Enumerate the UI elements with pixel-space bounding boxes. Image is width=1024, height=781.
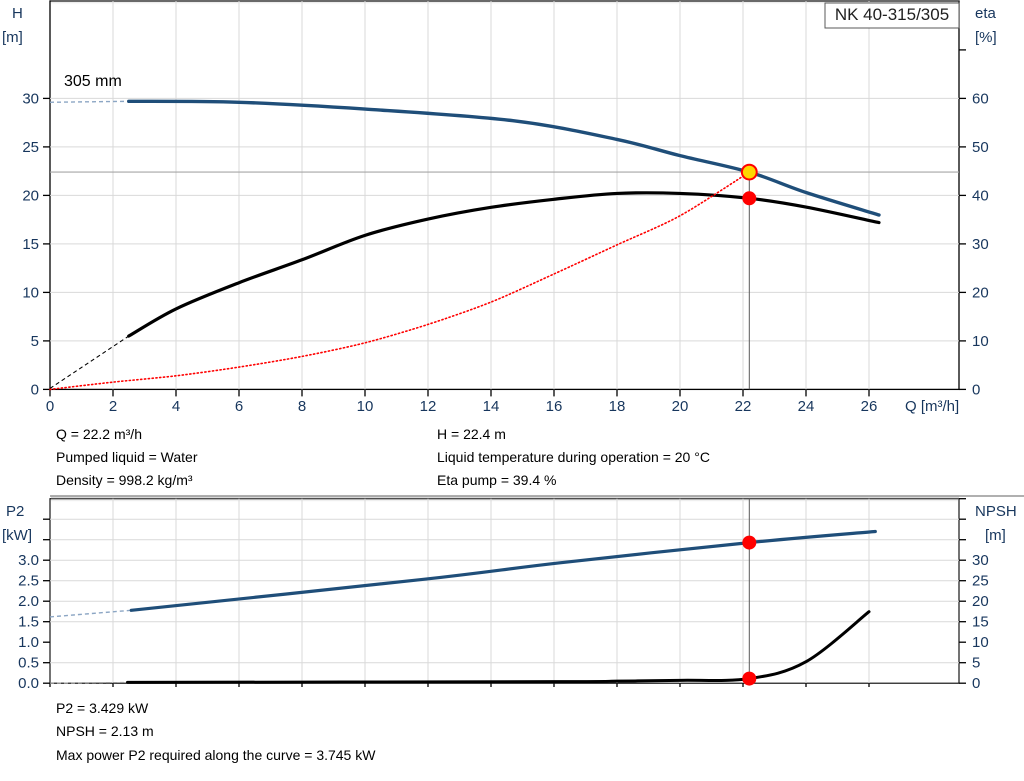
svg-text:30: 30	[972, 236, 989, 253]
svg-text:2.5: 2.5	[18, 573, 39, 590]
svg-text:1.0: 1.0	[18, 634, 39, 651]
svg-text:20: 20	[672, 398, 689, 415]
svg-text:20: 20	[972, 284, 989, 301]
svg-text:10: 10	[972, 333, 989, 350]
svg-text:Q = 22.2 m³/h: Q = 22.2 m³/h	[56, 426, 142, 442]
svg-text:30: 30	[22, 90, 39, 107]
svg-text:4: 4	[172, 398, 180, 415]
svg-text:[m]: [m]	[2, 29, 23, 46]
svg-text:25: 25	[22, 139, 39, 156]
svg-text:5: 5	[972, 655, 980, 672]
svg-text:H = 22.4 m: H = 22.4 m	[437, 426, 506, 442]
svg-text:NPSH: NPSH	[975, 503, 1017, 520]
svg-text:20: 20	[972, 593, 989, 610]
svg-text:10: 10	[972, 634, 989, 651]
svg-text:[%]: [%]	[975, 29, 997, 46]
svg-text:24: 24	[798, 398, 815, 415]
svg-text:Density = 998.2 kg/m³: Density = 998.2 kg/m³	[56, 472, 193, 488]
svg-text:40: 40	[972, 187, 989, 204]
svg-text:0: 0	[972, 381, 980, 398]
svg-text:14: 14	[483, 398, 500, 415]
svg-text:Pumped liquid = Water: Pumped liquid = Water	[56, 449, 198, 465]
svg-text:Liquid temperature during oper: Liquid temperature during operation = 20…	[437, 449, 710, 465]
svg-text:18: 18	[609, 398, 626, 415]
svg-text:3.0: 3.0	[18, 552, 39, 569]
svg-text:0.0: 0.0	[18, 675, 39, 692]
svg-text:[m]: [m]	[985, 527, 1006, 544]
svg-text:22: 22	[735, 398, 752, 415]
svg-text:305 mm: 305 mm	[64, 73, 122, 90]
svg-text:P2: P2	[6, 503, 24, 520]
svg-text:0.5: 0.5	[18, 655, 39, 672]
svg-text:20: 20	[22, 187, 39, 204]
svg-text:2.0: 2.0	[18, 593, 39, 610]
svg-text:15: 15	[22, 236, 39, 253]
svg-text:1.5: 1.5	[18, 614, 39, 631]
svg-text:6: 6	[235, 398, 243, 415]
svg-text:15: 15	[972, 614, 989, 631]
svg-text:Eta pump = 39.4 %: Eta pump = 39.4 %	[437, 472, 556, 488]
svg-text:50: 50	[972, 139, 989, 156]
svg-text:30: 30	[972, 552, 989, 569]
svg-text:NPSH = 2.13 m: NPSH = 2.13 m	[56, 723, 154, 739]
svg-text:[kW]: [kW]	[2, 527, 32, 544]
svg-text:P2 = 3.429 kW: P2 = 3.429 kW	[56, 700, 149, 716]
svg-text:eta: eta	[975, 5, 997, 22]
svg-text:NK 40-315/305: NK 40-315/305	[835, 5, 949, 24]
svg-text:60: 60	[972, 90, 989, 107]
svg-text:26: 26	[861, 398, 878, 415]
svg-text:0: 0	[31, 381, 39, 398]
svg-text:H: H	[12, 5, 23, 22]
svg-text:10: 10	[357, 398, 374, 415]
svg-text:5: 5	[31, 333, 39, 350]
svg-text:12: 12	[420, 398, 437, 415]
svg-text:Q [m³/h]: Q [m³/h]	[905, 398, 959, 415]
svg-text:25: 25	[972, 573, 989, 590]
svg-text:Max power P2 required along th: Max power P2 required along the curve = …	[56, 747, 376, 763]
svg-text:10: 10	[22, 284, 39, 301]
svg-text:2: 2	[109, 398, 117, 415]
svg-text:0: 0	[972, 675, 980, 692]
svg-text:0: 0	[46, 398, 54, 415]
svg-text:16: 16	[546, 398, 563, 415]
svg-text:8: 8	[298, 398, 306, 415]
